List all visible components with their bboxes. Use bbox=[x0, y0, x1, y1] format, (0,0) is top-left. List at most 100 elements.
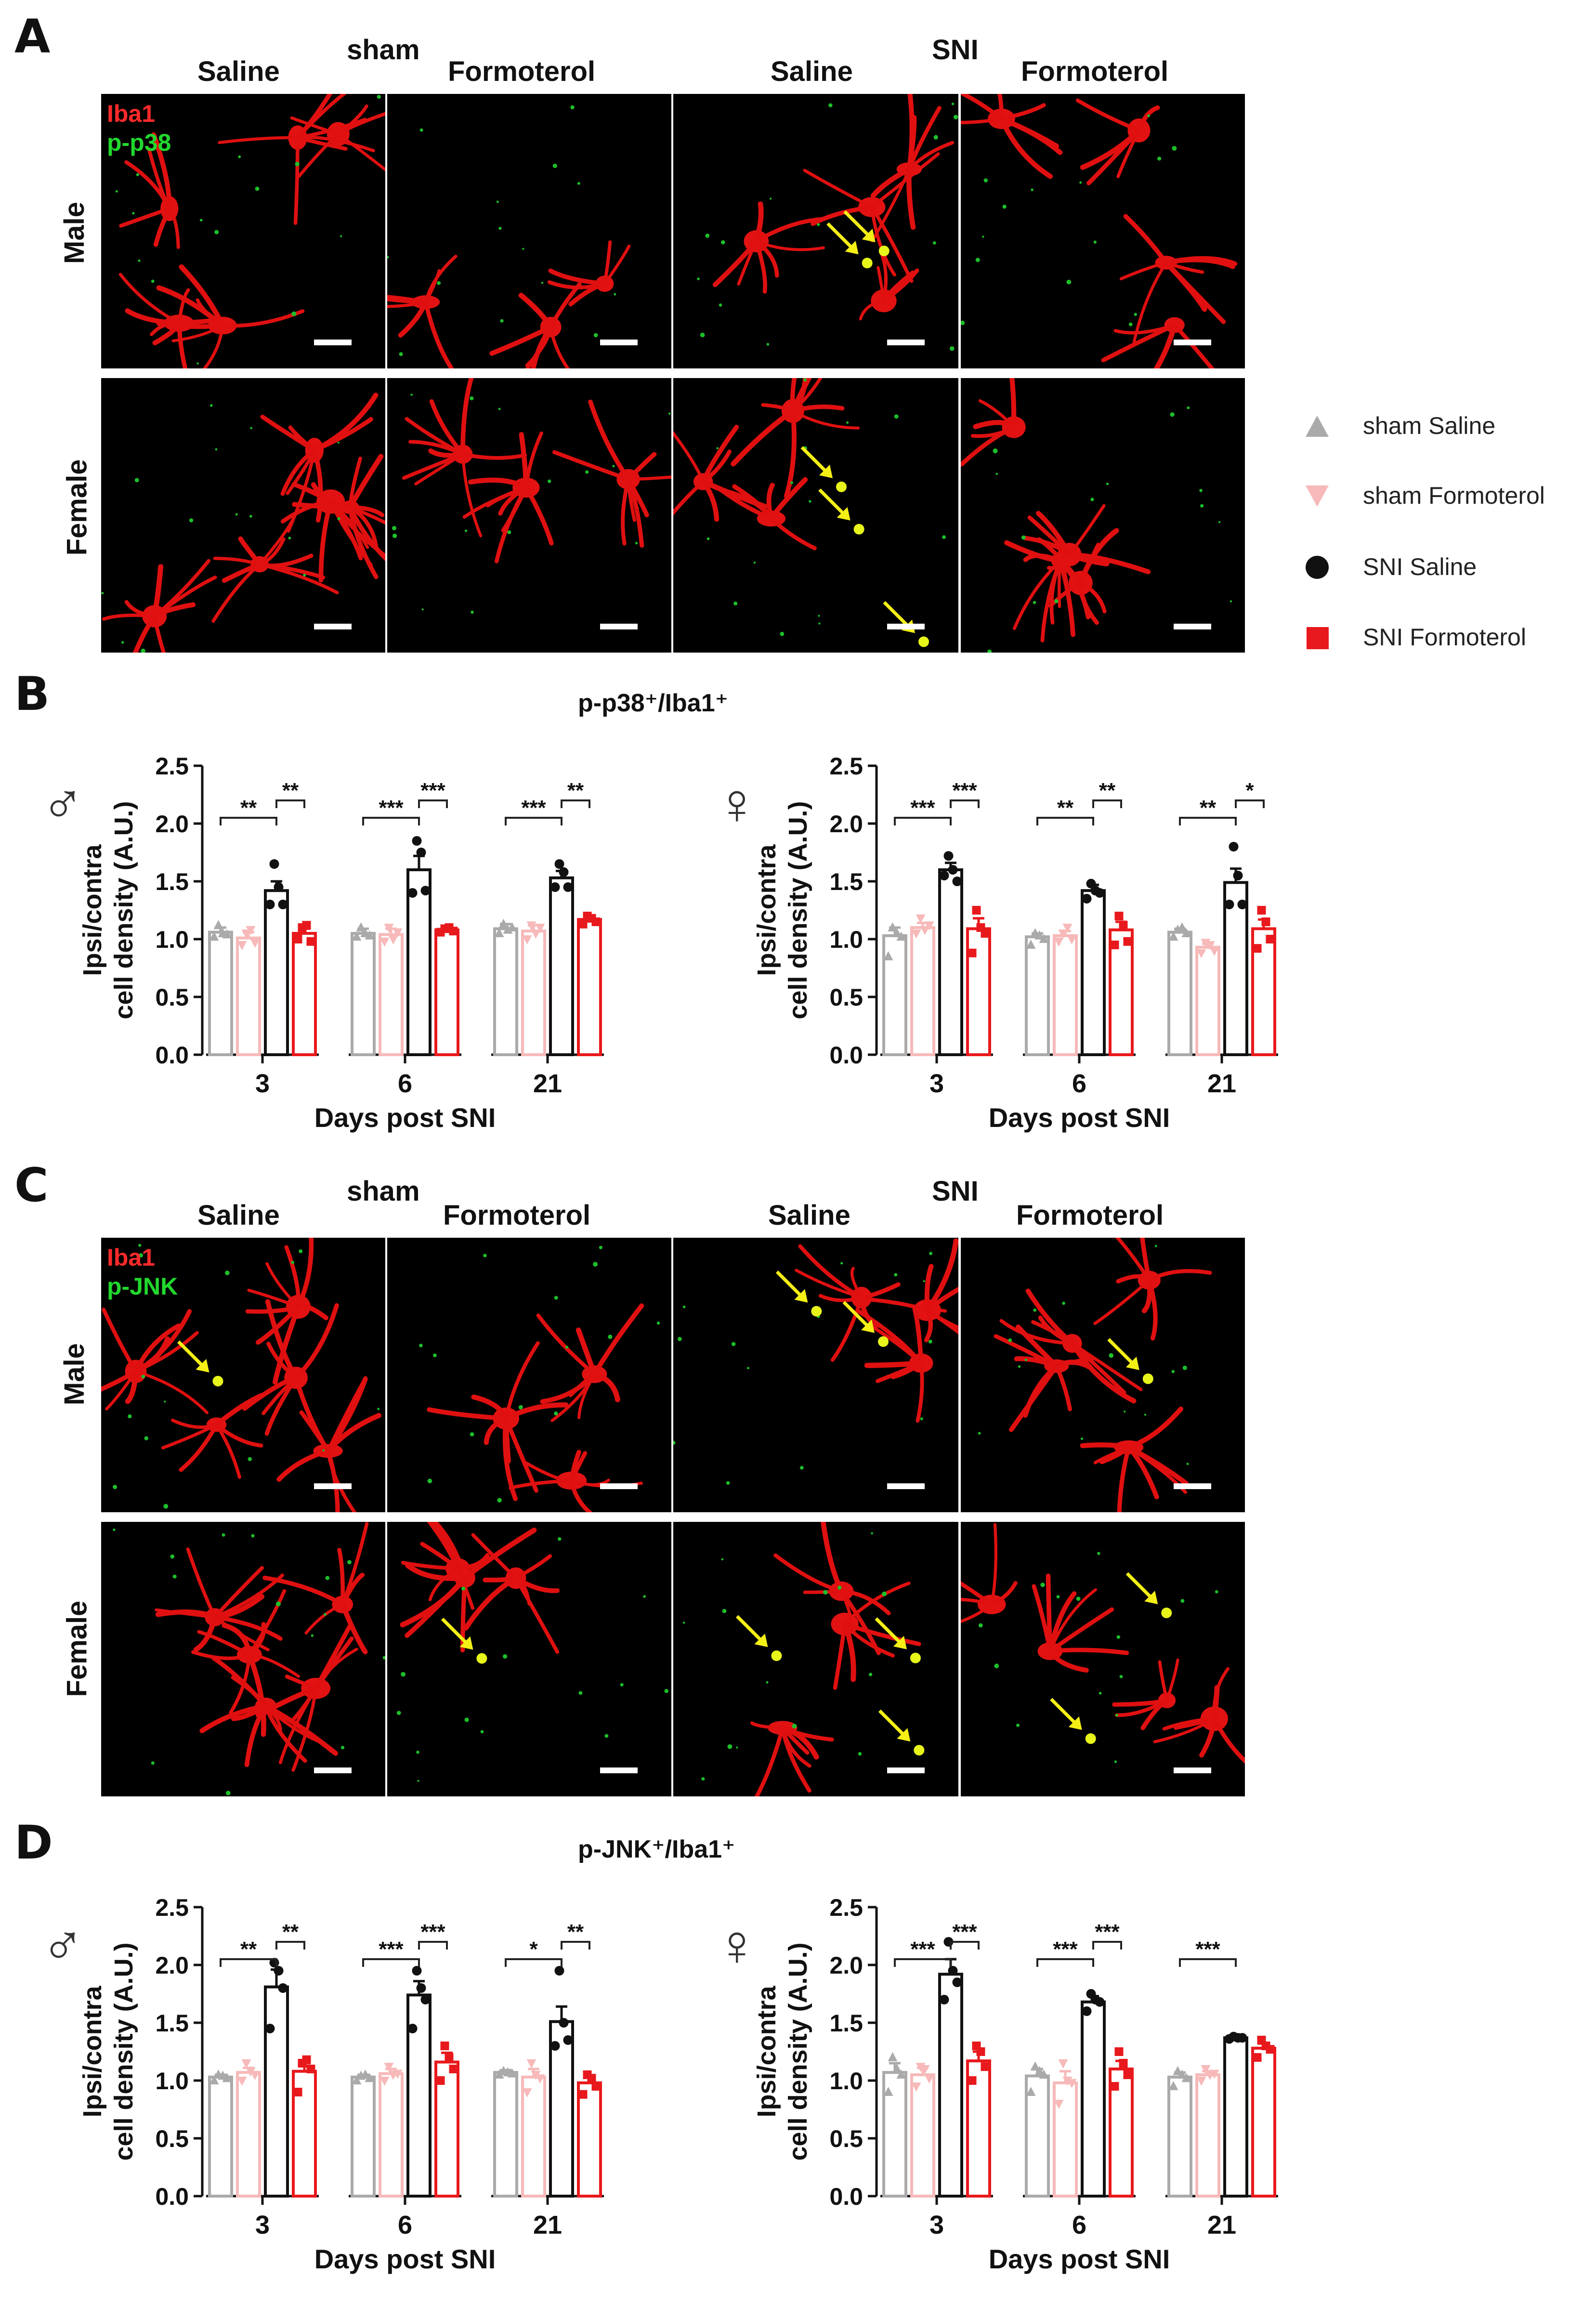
data-point bbox=[250, 2071, 260, 2080]
x-tick-label: 21 bbox=[1207, 2211, 1236, 2239]
data-point bbox=[1233, 871, 1243, 880]
data-point bbox=[440, 2042, 449, 2050]
data-point bbox=[1082, 894, 1092, 903]
data-point bbox=[968, 948, 977, 957]
data-point bbox=[274, 1966, 284, 1976]
significance-label: *** bbox=[420, 779, 445, 802]
group-label-sham-c: sham bbox=[347, 1176, 420, 1207]
scale-bar bbox=[314, 1767, 352, 1773]
data-point bbox=[1201, 2065, 1211, 2074]
data-point bbox=[1062, 924, 1073, 933]
y-axis-label-line2: cell density (A.U.) bbox=[784, 1942, 812, 2160]
significance-bracket bbox=[275, 1941, 305, 1950]
data-point bbox=[522, 2088, 532, 2097]
data-point bbox=[1181, 928, 1191, 937]
bar-sham-formoterol bbox=[521, 929, 546, 1056]
data-point bbox=[449, 2065, 458, 2073]
data-point bbox=[365, 2073, 375, 2082]
panel-label-d: D bbox=[14, 1816, 53, 1870]
data-point bbox=[892, 928, 902, 937]
bar-sham-saline bbox=[208, 2075, 233, 2198]
data-point bbox=[531, 2071, 541, 2080]
data-point bbox=[407, 2024, 418, 2033]
significance-bracket bbox=[561, 799, 590, 808]
significance-label: *** bbox=[1095, 1920, 1120, 1944]
legend-label-sni-formoterol: SNI Formoterol bbox=[1363, 624, 1526, 651]
data-point bbox=[388, 935, 398, 944]
x-tick-label: 6 bbox=[1072, 1069, 1086, 1098]
y-axis-label-line1: Ipsi/contra bbox=[752, 844, 781, 976]
data-point bbox=[522, 935, 532, 944]
scale-bar bbox=[1174, 624, 1211, 629]
x-axis-label: Days post SNI bbox=[989, 1102, 1170, 1133]
bar-sham-formoterol bbox=[236, 2071, 261, 2198]
significance-label: * bbox=[1245, 779, 1254, 802]
data-point bbox=[1237, 900, 1247, 909]
significance-label: *** bbox=[910, 796, 935, 820]
significance-bracket bbox=[362, 817, 420, 825]
bar-sham-saline bbox=[351, 2075, 376, 2198]
data-point bbox=[1110, 941, 1119, 949]
y-tick-label: 2.0 bbox=[155, 811, 189, 838]
data-point bbox=[535, 924, 545, 933]
col-label-sham-saline: Saline bbox=[197, 56, 280, 87]
data-point bbox=[306, 2065, 315, 2073]
data-point bbox=[241, 2059, 251, 2068]
data-point bbox=[416, 848, 426, 857]
data-point bbox=[939, 871, 949, 880]
stain-label-iba1: Iba1 bbox=[107, 1244, 156, 1271]
data-point bbox=[1177, 2069, 1187, 2079]
micrograph-female-sham-saline bbox=[101, 1522, 385, 1796]
y-tick-label: 0.0 bbox=[155, 2183, 189, 2210]
group-label-sni: SNI bbox=[932, 34, 979, 65]
micrograph-male-sni-saline bbox=[673, 1238, 958, 1512]
significance-bracket bbox=[418, 1941, 448, 1950]
data-point bbox=[1034, 930, 1045, 940]
micrograph-female-sni-formoterol bbox=[961, 1522, 1245, 1796]
data-point bbox=[952, 1977, 962, 1987]
y-tick-label: 0.0 bbox=[829, 2183, 863, 2210]
significance-label: *** bbox=[521, 796, 546, 820]
data-point bbox=[1119, 2059, 1128, 2068]
data-point bbox=[1123, 2070, 1132, 2079]
y-tick-label: 1.5 bbox=[155, 2010, 189, 2037]
data-point bbox=[392, 2069, 403, 2079]
bar-sham-saline bbox=[1025, 935, 1050, 1057]
y-tick-label: 2.0 bbox=[829, 811, 863, 838]
y-axis-label-line1: Ipsi/contra bbox=[78, 1986, 107, 2118]
micrograph-female-sham-formoterol bbox=[387, 378, 671, 653]
data-point bbox=[1095, 888, 1105, 898]
data-point bbox=[1095, 1997, 1105, 2007]
bar-sni-formoterol bbox=[1251, 927, 1276, 1056]
col-label-c-sham-formoterol: Formoterol bbox=[443, 1200, 591, 1231]
x-tick-label: 21 bbox=[533, 1069, 562, 1098]
data-point bbox=[896, 2069, 906, 2079]
micrograph-male-sni-formoterol bbox=[961, 94, 1245, 368]
data-point bbox=[1034, 2066, 1045, 2075]
y-tick-label: 0.5 bbox=[155, 984, 189, 1011]
data-point bbox=[1181, 2073, 1191, 2082]
data-point bbox=[1123, 937, 1132, 946]
col-label-c-sni-saline: Saline bbox=[768, 1200, 850, 1231]
legend-label-sni-saline: SNI Saline bbox=[1363, 553, 1477, 580]
significance-label: ** bbox=[282, 1920, 299, 1944]
stain-label-iba1: Iba1 bbox=[107, 100, 156, 127]
scale-bar bbox=[887, 340, 925, 345]
data-point bbox=[265, 2024, 275, 2033]
significance-label: * bbox=[529, 1937, 538, 1961]
data-point bbox=[222, 929, 232, 939]
legend-label-sham-formoterol: sham Formoterol bbox=[1363, 482, 1545, 509]
bar-sni-saline bbox=[1081, 2000, 1106, 2198]
significance-label: *** bbox=[379, 796, 404, 820]
col-label-sni-formoterol: Formoterol bbox=[1021, 56, 1169, 87]
data-point bbox=[1110, 2082, 1119, 2091]
data-point bbox=[1039, 934, 1049, 943]
legend-marker-sni-formoterol bbox=[1307, 627, 1329, 649]
row-label-female: Female bbox=[61, 459, 93, 556]
sex-symbol: ♀ bbox=[715, 772, 759, 836]
data-point bbox=[1054, 937, 1064, 947]
data-point bbox=[981, 929, 990, 938]
bar-sni-saline bbox=[938, 1973, 963, 2198]
bar-sni-saline bbox=[549, 876, 574, 1056]
data-point bbox=[420, 886, 431, 896]
